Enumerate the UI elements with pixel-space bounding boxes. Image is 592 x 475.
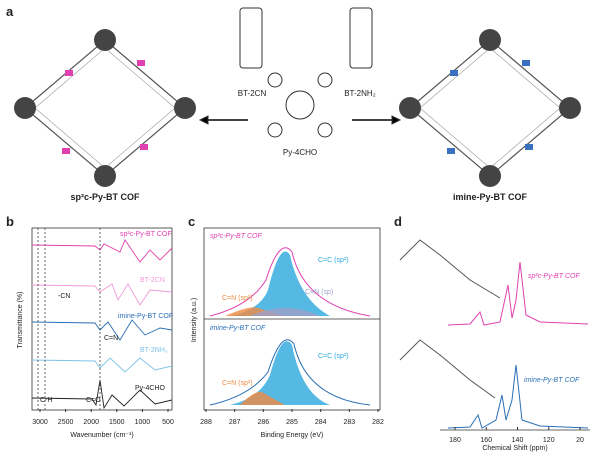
trace-label: sp²c-Py-BT COF [120, 231, 172, 238]
x-tick-label: 2000 [83, 419, 99, 426]
axis-label: Chemical Shift (ppm) [482, 445, 547, 452]
x-tick-label: 1500 [109, 419, 125, 426]
axis-label: Intensity (a.u.) [191, 298, 198, 342]
trace-label: BT-2CN [140, 277, 165, 284]
reagent-label: BT-2NH₂ [344, 89, 376, 98]
panel-label: c [188, 214, 195, 229]
x-tick-label: 120 [543, 437, 555, 444]
cof-right [399, 29, 581, 187]
x-tick-label: 2500 [58, 419, 74, 426]
peak-label: C=N (sp²) [222, 295, 253, 302]
x-tick-label: 287 [229, 419, 241, 426]
annotation: -CN [58, 293, 70, 300]
spectrum-title: sp²c-Py-BT COF [210, 233, 262, 240]
x-tick-label: 180 [449, 437, 461, 444]
x-tick-label: 3000 [32, 419, 48, 426]
x-tick-label: 140 [512, 437, 524, 444]
annotation: C=O [86, 397, 101, 404]
peak-label: C=N (sp²) [222, 380, 253, 387]
monomer [198, 7, 402, 138]
peak-label: C=C (sp²) [318, 353, 349, 360]
trace-label: imine-Py-BT COF [118, 313, 173, 320]
ir-traces [31, 228, 173, 410]
x-tick-label: 285 [286, 419, 298, 426]
trace-label: Py-4CHO [135, 385, 166, 392]
trace-label: BT-2NH₂ [140, 347, 168, 354]
x-tick-label: 288 [200, 419, 212, 426]
spectrum-title: imine-Py-BT COF [524, 377, 580, 384]
x-tick-label: 20 [576, 437, 584, 444]
annotation: C=N [104, 335, 118, 342]
axis-label: Binding Energy (eV) [261, 432, 324, 439]
product-label: imine-Py-BT COF [453, 192, 528, 202]
x-tick-label: 283 [343, 419, 355, 426]
tick-labels: 180 160 140 120 20 [449, 427, 584, 444]
panel-label: a [6, 4, 14, 19]
spectrum-title: imine-Py-BT COF [210, 325, 266, 332]
spectrum-title: sp²c-Py-BT COF [528, 273, 580, 280]
x-tick-label: 286 [257, 419, 269, 426]
x-tick-label: 1000 [135, 419, 151, 426]
x-tick-label: 282 [372, 419, 384, 426]
axis-label: Wavenumber (cm⁻¹) [70, 432, 133, 439]
x-tick-label: 160 [480, 437, 492, 444]
tick-labels: 3000 2500 2000 1500 1000 500 [32, 409, 174, 426]
annotation: C-H [40, 397, 52, 404]
product-label: sp²c-Py-BT COF [70, 192, 140, 202]
reagent-label: BT-2CN [238, 89, 267, 98]
xps-peaks [209, 247, 371, 406]
nmr-spectra [399, 239, 590, 431]
plot-frame [31, 227, 173, 411]
cof-left [14, 29, 196, 187]
panel-label: d [394, 214, 402, 229]
panel-label: b [6, 214, 14, 229]
axis-label: Transmittance (%) [17, 292, 24, 349]
x-tick-label: 500 [162, 419, 174, 426]
peak-label: C≡N (sp) [305, 289, 333, 296]
peak-label: C=C (sp²) [318, 257, 349, 264]
tick-labels: 288 287 286 285 284 283 282 [200, 409, 384, 426]
monomer-label: Py-4CHO [283, 148, 317, 157]
x-tick-label: 284 [315, 419, 327, 426]
